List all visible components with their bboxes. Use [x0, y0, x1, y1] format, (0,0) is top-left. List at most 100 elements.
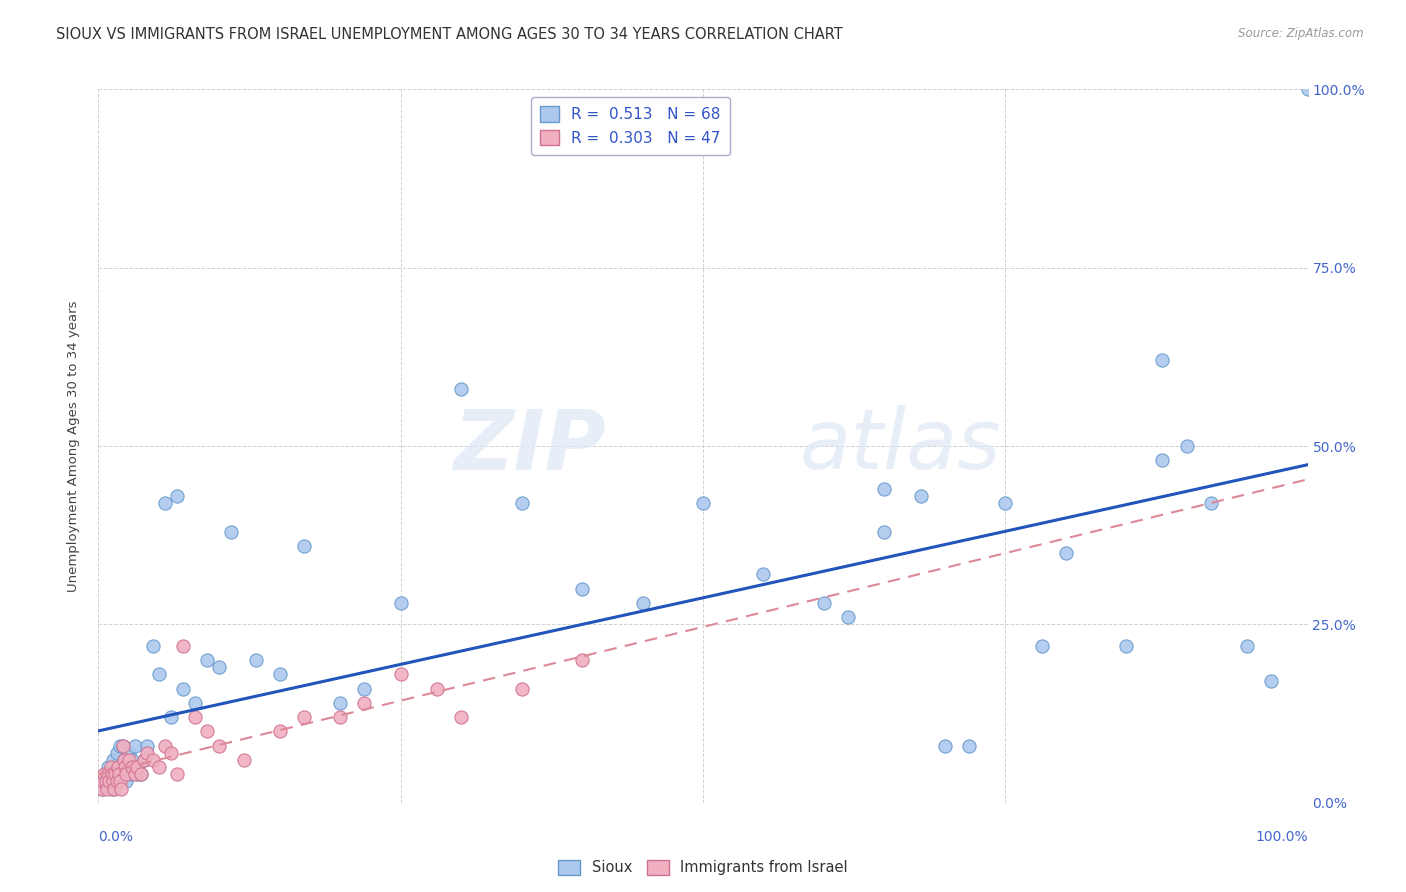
Point — [101, 774, 124, 789]
Point — [329, 696, 352, 710]
Point — [105, 774, 128, 789]
Point — [195, 653, 218, 667]
Point — [142, 753, 165, 767]
Point — [813, 596, 835, 610]
Point — [1031, 639, 1053, 653]
Point — [124, 767, 146, 781]
Text: SIOUX VS IMMIGRANTS FROM ISRAEL UNEMPLOYMENT AMONG AGES 30 TO 34 YEARS CORRELATI: SIOUX VS IMMIGRANTS FROM ISRAEL UNEMPLOY… — [56, 27, 844, 42]
Point — [160, 710, 183, 724]
Point — [127, 767, 149, 781]
Point — [172, 639, 194, 653]
Point — [108, 739, 131, 753]
Point — [115, 774, 138, 789]
Point — [153, 496, 176, 510]
Point — [111, 739, 134, 753]
Point — [184, 696, 207, 710]
Point — [127, 760, 149, 774]
Point — [269, 667, 291, 681]
Point — [129, 767, 152, 781]
Point — [166, 489, 188, 503]
Point — [208, 660, 231, 674]
Point — [353, 696, 375, 710]
Point — [110, 760, 132, 774]
Legend: Sioux, Immigrants from Israel: Sioux, Immigrants from Israel — [553, 854, 853, 881]
Point — [104, 774, 127, 789]
Point — [142, 639, 165, 653]
Point — [1152, 453, 1174, 467]
Point — [97, 767, 120, 781]
Point — [104, 767, 127, 781]
Point — [107, 760, 129, 774]
Point — [94, 767, 117, 781]
Point — [571, 653, 593, 667]
Point — [134, 753, 156, 767]
Point — [93, 767, 115, 781]
Point — [245, 653, 267, 667]
Point — [103, 767, 125, 781]
Point — [994, 496, 1017, 510]
Point — [269, 724, 291, 739]
Text: ZIP: ZIP — [454, 406, 606, 486]
Point — [93, 774, 115, 789]
Point — [107, 760, 129, 774]
Point — [134, 753, 156, 767]
Point — [195, 724, 218, 739]
Point — [510, 496, 533, 510]
Point — [118, 746, 141, 760]
Point — [292, 710, 315, 724]
Point — [105, 746, 128, 760]
Point — [98, 774, 121, 789]
Point — [135, 739, 157, 753]
Point — [389, 596, 412, 610]
Point — [873, 524, 896, 539]
Point — [160, 746, 183, 760]
Point — [1199, 496, 1222, 510]
Point — [114, 760, 136, 774]
Point — [1054, 546, 1077, 560]
Point — [292, 539, 315, 553]
Point — [450, 382, 472, 396]
Point — [1236, 639, 1258, 653]
Point — [100, 760, 122, 774]
Point — [910, 489, 932, 503]
Point — [232, 753, 254, 767]
Point — [135, 746, 157, 760]
Point — [108, 767, 131, 781]
Point — [1260, 674, 1282, 689]
Point — [115, 767, 138, 781]
Point — [96, 781, 118, 796]
Point — [837, 610, 859, 624]
Point — [1115, 639, 1137, 653]
Point — [108, 767, 131, 781]
Point — [426, 681, 449, 696]
Point — [100, 767, 122, 781]
Text: Source: ZipAtlas.com: Source: ZipAtlas.com — [1239, 27, 1364, 40]
Point — [389, 667, 412, 681]
Point — [1152, 353, 1174, 368]
Point — [108, 774, 131, 789]
Point — [353, 681, 375, 696]
Point — [1175, 439, 1198, 453]
Point — [148, 667, 170, 681]
Point — [124, 739, 146, 753]
Point — [329, 710, 352, 724]
Point — [91, 781, 114, 796]
Point — [103, 781, 125, 796]
Text: 0.0%: 0.0% — [98, 830, 134, 844]
Point — [94, 774, 117, 789]
Point — [510, 681, 533, 696]
Point — [208, 739, 231, 753]
Text: 100.0%: 100.0% — [1256, 830, 1308, 844]
Point — [96, 774, 118, 789]
Point — [112, 753, 135, 767]
Point — [692, 496, 714, 510]
Point — [112, 753, 135, 767]
Point — [172, 681, 194, 696]
Point — [153, 739, 176, 753]
Point — [91, 781, 114, 796]
Point — [118, 767, 141, 781]
Point — [957, 739, 980, 753]
Y-axis label: Unemployment Among Ages 30 to 34 years: Unemployment Among Ages 30 to 34 years — [66, 301, 80, 591]
Point — [752, 567, 775, 582]
Point — [118, 753, 141, 767]
